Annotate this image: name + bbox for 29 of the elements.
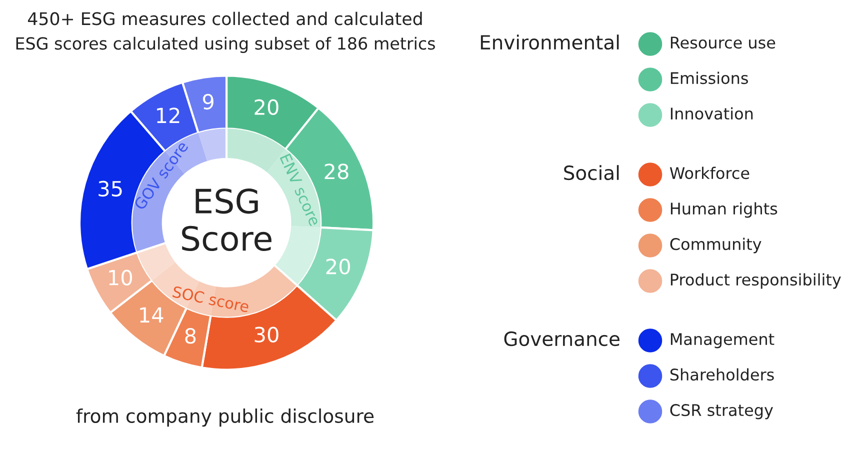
legend-label: Community: [670, 238, 762, 254]
data-label: 9: [202, 94, 214, 110]
data-label: 35: [98, 180, 122, 197]
data-label: 28: [324, 164, 348, 180]
data-label: 8: [185, 328, 196, 344]
legend-label: Workforce: [670, 166, 750, 180]
data-label: 14: [140, 307, 164, 323]
data-label: 12: [157, 108, 180, 124]
text: 450+ ESG measures collected and calculated: [28, 12, 422, 26]
text: Social: [564, 165, 619, 180]
legend-label: Innovation: [670, 107, 753, 120]
legend-label: Product responsibility: [670, 273, 841, 289]
text: SOC score: [172, 286, 250, 313]
legend-label: Shareholders: [670, 368, 774, 381]
data-label: 30: [254, 326, 278, 342]
legend-label: Human rights: [670, 202, 778, 218]
text: Environmental: [480, 34, 619, 50]
data-label: 20: [326, 258, 350, 274]
legend-label: Emissions: [670, 72, 748, 84]
data-label: 20: [254, 99, 278, 115]
text: from company public disclosure: [76, 408, 374, 427]
text: ESG Score: [182, 188, 272, 252]
data-label: 10: [109, 270, 132, 286]
text: Governance: [504, 331, 620, 346]
legend-label: CSR strategy: [670, 404, 773, 420]
legend-label: Management: [670, 333, 774, 348]
text: ENV score: [280, 153, 321, 227]
legend-label: Resource use: [670, 36, 776, 49]
text: ESG scores calculated using subset of 186 metrics: [16, 36, 435, 53]
